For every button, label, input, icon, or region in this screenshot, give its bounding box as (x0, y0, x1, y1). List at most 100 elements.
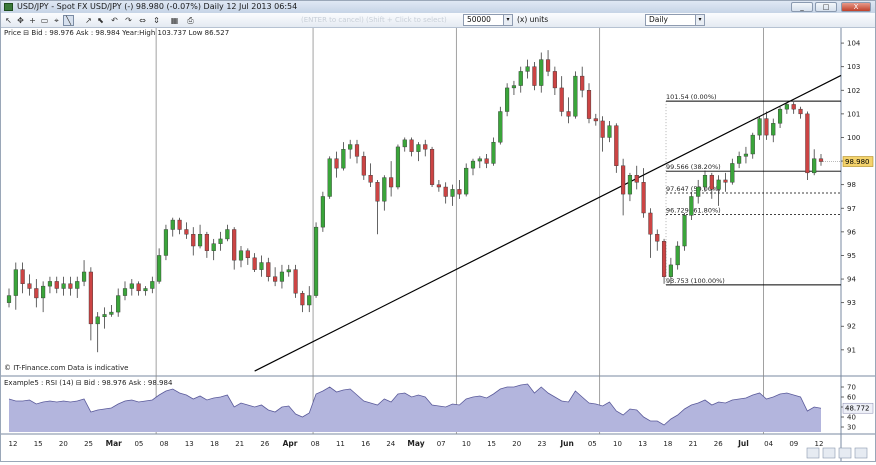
candle-body (470, 160, 476, 169)
candle-body (286, 269, 291, 273)
table-icon[interactable]: ▦ (170, 16, 179, 25)
y-tick-label: 92 (847, 323, 856, 331)
scroll-right-icon[interactable] (854, 447, 868, 459)
redo-icon[interactable]: ↷ (125, 16, 132, 25)
quantity-field[interactable]: 50000 ▾ (463, 14, 513, 26)
zoom-out-icon[interactable] (822, 447, 836, 459)
x-tick-label: 15 (487, 440, 496, 448)
crosshair-icon[interactable]: ⌖ (54, 16, 59, 25)
x-tick-label: 12 (9, 440, 18, 448)
candle-body (607, 125, 612, 138)
candle-body (61, 283, 66, 289)
zoom-in-icon[interactable] (838, 447, 852, 459)
pan-icon[interactable]: ✥ (17, 16, 24, 25)
candle-body (252, 257, 257, 270)
y-tick-label: 100 (847, 134, 860, 142)
candle-body (757, 118, 762, 136)
period-select[interactable]: Daily ▾ (645, 14, 705, 26)
ghost-hint-text: (ENTER to cancel) (Shift + Click to sele… (301, 16, 447, 24)
candle-body (184, 229, 189, 235)
candle-body (436, 184, 441, 188)
x-tick-label: 21 (689, 440, 698, 448)
candle-body (307, 295, 312, 306)
fib-level-label: 97.647 (50.00%) (666, 185, 721, 193)
candle-body (661, 241, 667, 277)
x-tick-label: 23 (537, 440, 546, 448)
candle-body (273, 276, 278, 282)
arrow-icon[interactable]: ↗ (85, 16, 92, 25)
close-button[interactable]: X (841, 2, 871, 12)
candle-body (375, 182, 380, 202)
candle-body (293, 269, 298, 294)
candle-body (389, 177, 394, 188)
candle-body (259, 262, 264, 270)
x-tick-label: 24 (386, 440, 395, 448)
x-tick-label: 26 (714, 440, 723, 448)
candle-body (723, 179, 728, 183)
candle-body (702, 175, 708, 188)
fib-level-label: 99.566 (38.20%) (666, 163, 721, 171)
y-tick-label: 91 (847, 346, 856, 354)
candle-body (211, 243, 216, 251)
candle-body (334, 158, 339, 169)
candle-body (484, 158, 489, 164)
candle-body (429, 149, 435, 185)
candle-body (791, 104, 796, 110)
chart-area[interactable]: 104103102101100999897969594939291101.54 … (1, 28, 875, 461)
y-tick-label: 95 (847, 252, 856, 260)
candle-body (655, 234, 660, 242)
rsi-panel-header: Example5 : RSI (14) ⊟ Bid : 98.976 Ask :… (4, 379, 173, 387)
candle-body (539, 59, 544, 86)
candle-body (477, 158, 482, 162)
x-tick-label: 12 (815, 440, 824, 448)
rsi-line (8, 383, 822, 426)
x-tick-label: 20 (512, 440, 521, 448)
candle-body (177, 219, 182, 230)
x-tick-label: 05 (588, 440, 597, 448)
x-tick-label: 10 (613, 440, 622, 448)
candle-body (532, 66, 537, 86)
candle-body (580, 75, 585, 91)
candle-body (709, 175, 714, 190)
candle-body (464, 167, 469, 195)
title-bar: USD/JPY - Spot FX USD/JPY (-) 98.980 (-0… (1, 1, 875, 13)
minimize-button[interactable]: _ (791, 2, 813, 12)
candle-body (689, 196, 694, 216)
trendline (254, 74, 842, 372)
zoom-box-icon[interactable]: ▭ (40, 16, 49, 25)
y-tick-label: 103 (847, 63, 860, 71)
candle-body (395, 146, 401, 188)
candle-body (764, 118, 769, 136)
candle-body (641, 182, 646, 214)
candle-body (327, 158, 332, 197)
move-icon[interactable]: ⇔ (139, 16, 146, 25)
y-tick-label: 98 (847, 181, 856, 189)
undo-icon[interactable]: ↶ (111, 16, 118, 25)
maximize-button[interactable]: □ (815, 2, 837, 12)
zoom-in-icon[interactable]: + (29, 16, 36, 25)
select-icon[interactable]: ↖ (5, 16, 12, 25)
candle-body (354, 144, 360, 157)
candle-body (27, 283, 32, 289)
scroll-left-icon[interactable] (806, 447, 820, 459)
candle-body (6, 295, 12, 303)
rsi-tick-label: 40 (847, 414, 856, 422)
candle-body (361, 156, 366, 176)
print-icon[interactable]: ⎙ (187, 16, 194, 25)
price-panel-bg (1, 28, 841, 366)
candle-body (129, 283, 134, 289)
candle-body (382, 177, 387, 202)
chart-svg[interactable]: 104103102101100999897969594939291101.54 … (1, 28, 875, 461)
candle-body (573, 75, 578, 117)
rsi-area (9, 384, 821, 432)
x-tick-label: 08 (311, 440, 320, 448)
line-tool-icon[interactable]: ╲ (63, 15, 74, 26)
candle-body (102, 314, 107, 318)
candle-body (777, 108, 783, 124)
candle-body (409, 139, 414, 152)
cursor-icon[interactable]: ⬉ (97, 16, 104, 25)
candle-body (805, 113, 810, 174)
resize-icon[interactable]: ⇕ (153, 16, 160, 25)
current-price-label: 98.980 (845, 158, 870, 166)
candle-body (368, 175, 373, 183)
